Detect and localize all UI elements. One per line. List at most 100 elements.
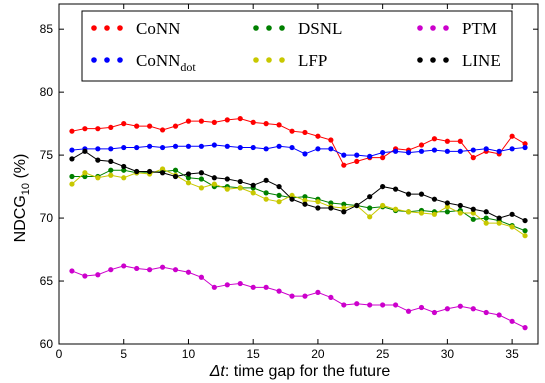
data-point — [457, 210, 463, 216]
series-line — [71, 168, 526, 237]
data-point — [483, 215, 489, 221]
data-point — [496, 312, 502, 318]
data-point — [263, 121, 269, 127]
data-point — [198, 176, 205, 182]
data-point — [185, 171, 192, 177]
data-point — [276, 122, 282, 128]
legend-marker — [266, 25, 272, 31]
data-point — [328, 137, 334, 143]
data-point — [380, 202, 386, 209]
legend-marker — [266, 57, 272, 63]
legend-marker — [279, 25, 285, 31]
data-point — [121, 175, 127, 181]
series-line — [71, 150, 526, 222]
data-point — [483, 309, 489, 316]
legend-label: LINE — [462, 51, 501, 70]
data-point — [198, 143, 205, 149]
legend-marker — [430, 25, 436, 31]
data-point — [328, 200, 334, 206]
legend-label: DSNL — [298, 19, 342, 38]
data-point — [211, 175, 217, 181]
series-line — [71, 265, 526, 329]
legend-marker — [443, 25, 449, 31]
data-point — [95, 175, 101, 181]
data-point — [380, 302, 386, 308]
data-point — [237, 144, 243, 151]
data-point — [522, 325, 528, 331]
data-point — [509, 224, 515, 230]
data-point — [121, 263, 127, 269]
data-point — [444, 204, 450, 210]
data-point — [95, 272, 101, 278]
data-point — [483, 220, 489, 226]
series-conn-dot — [69, 142, 528, 159]
axis-ticks: 0 5 10 15 20 25 30 35 60 65 70 75 80 85 — [40, 4, 538, 361]
x-tick-label: 20 — [311, 347, 325, 361]
data-point — [367, 205, 373, 211]
legend-marker — [253, 25, 259, 31]
data-point — [276, 288, 282, 294]
x-tick-label: 15 — [247, 347, 261, 361]
data-point — [172, 173, 179, 180]
data-point — [431, 211, 438, 217]
data-point — [224, 282, 230, 288]
data-point — [341, 201, 347, 207]
data-point — [457, 202, 463, 209]
data-point — [69, 268, 75, 274]
data-point — [444, 209, 450, 215]
data-point — [172, 143, 179, 149]
data-point — [315, 133, 321, 139]
data-point — [159, 264, 166, 270]
series-layer — [69, 115, 528, 331]
data-point — [444, 306, 450, 312]
data-point — [509, 146, 515, 152]
data-point — [509, 211, 515, 217]
data-point — [289, 144, 295, 151]
data-point — [315, 146, 321, 152]
data-point — [185, 180, 192, 186]
data-point — [483, 209, 489, 215]
y-tick-label: 65 — [40, 274, 54, 288]
data-point — [263, 190, 269, 196]
data-point — [367, 153, 373, 159]
legend-item: DSNL — [253, 19, 342, 38]
y-tick-label: 70 — [40, 211, 54, 225]
data-point — [522, 228, 528, 234]
data-point — [380, 155, 386, 161]
data-point — [250, 119, 256, 125]
data-point — [496, 148, 502, 154]
data-point — [418, 191, 425, 197]
data-point — [95, 157, 101, 163]
legend-marker — [417, 57, 423, 63]
data-point — [380, 183, 386, 190]
data-point — [367, 214, 373, 220]
x-axis-label: Δt: time gap for the future — [209, 363, 391, 380]
data-point — [237, 115, 243, 122]
data-point — [263, 196, 269, 202]
series-lfp — [69, 166, 528, 239]
data-point — [108, 167, 114, 173]
y-tick-label: 75 — [40, 148, 54, 162]
data-point — [470, 210, 476, 216]
data-point — [185, 118, 192, 124]
data-point — [159, 127, 166, 133]
data-point — [392, 302, 399, 308]
data-point — [172, 267, 179, 273]
data-point — [147, 267, 153, 273]
data-point — [457, 148, 463, 154]
legend-marker — [279, 57, 285, 63]
data-point — [250, 144, 256, 151]
data-point — [134, 168, 140, 175]
data-point — [276, 199, 282, 205]
data-point — [444, 138, 450, 144]
data-point — [172, 167, 179, 173]
data-point — [82, 148, 88, 154]
data-point — [121, 144, 127, 151]
data-point — [354, 301, 360, 307]
y-axis-label: NDCG10 (%) — [12, 154, 32, 243]
data-point — [315, 205, 321, 211]
data-point — [509, 318, 515, 324]
legend-marker — [91, 25, 97, 31]
data-point — [470, 216, 476, 222]
data-point — [392, 148, 399, 154]
